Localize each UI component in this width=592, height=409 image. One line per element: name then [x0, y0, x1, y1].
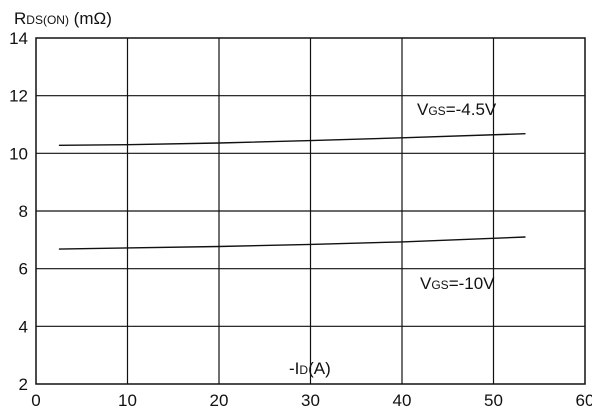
- x-tick-label: 20: [210, 391, 229, 409]
- series-layer: [58, 133, 526, 250]
- tick-labels: 0 10 20 30 40 50 60 2 4 6 8 10 12 14: [9, 29, 592, 409]
- y-tick-label: 6: [19, 260, 28, 279]
- y-tick-label: 12: [9, 87, 28, 106]
- series-label-vgs-10v: VGS=-10V: [420, 274, 495, 293]
- grid: [36, 38, 585, 384]
- x-tick-label: 40: [393, 391, 412, 409]
- y-tick-label: 14: [9, 29, 28, 48]
- y-tick-label: 8: [19, 202, 28, 221]
- series-label-vgs-4-5v: VGS=-4.5V: [417, 100, 497, 119]
- series-line-0: [58, 133, 526, 146]
- y-tick-label: 10: [9, 144, 28, 163]
- x-axis-label: -ID(A): [289, 359, 331, 378]
- series-line-1: [58, 236, 526, 250]
- x-tick-label: 30: [301, 391, 320, 409]
- x-tick-label: 60: [576, 391, 592, 409]
- x-tick-label: 10: [118, 391, 137, 409]
- y-tick-label: 4: [19, 317, 28, 336]
- y-tick-label: 2: [19, 375, 28, 394]
- plot-frame: [35, 37, 586, 385]
- x-tick-label: 0: [31, 391, 40, 409]
- y-axis-label: RDS(ON) (mΩ): [14, 9, 112, 28]
- x-tick-label: 50: [484, 391, 503, 409]
